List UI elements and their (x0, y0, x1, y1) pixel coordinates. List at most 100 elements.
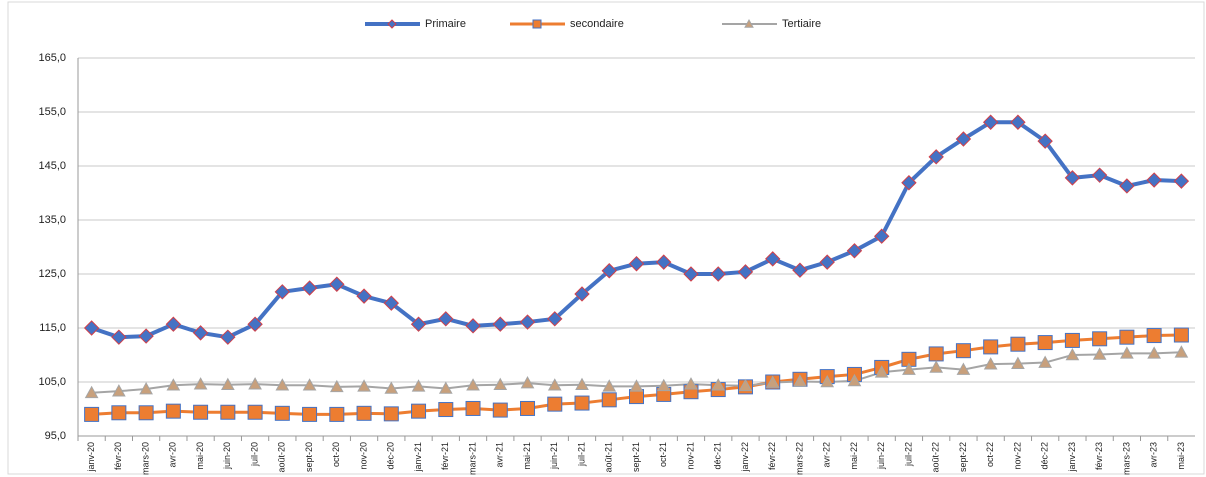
data-point (629, 379, 644, 392)
data-point (166, 378, 181, 391)
y-tick-label: 165,0 (38, 52, 66, 64)
data-point (574, 395, 590, 411)
data-point (438, 381, 453, 394)
data-point (1120, 346, 1134, 359)
x-tick-label: févr-23 (1094, 442, 1104, 470)
x-tick-label: oct-20 (331, 442, 341, 467)
data-point (683, 266, 699, 282)
data-point (628, 256, 645, 272)
x-tick-label: mars-23 (1121, 442, 1131, 475)
data-point (302, 406, 318, 422)
data-point (601, 263, 617, 279)
data-point (492, 316, 508, 332)
x-tick-label: févr-20 (113, 442, 123, 470)
data-point (765, 375, 780, 388)
x-tick-label: sept-22 (958, 442, 968, 472)
x-tick-label: janv-22 (740, 442, 750, 473)
data-point (1010, 114, 1026, 130)
data-point (1037, 335, 1053, 351)
data-point (356, 405, 372, 421)
data-point (274, 405, 290, 421)
x-tick-label: oct-21 (658, 442, 668, 467)
data-point (574, 286, 590, 302)
data-point (520, 376, 535, 389)
y-tick-label: 115,0 (39, 322, 66, 334)
data-point (1064, 170, 1081, 186)
data-point (519, 314, 536, 330)
legend-marker (532, 19, 542, 29)
x-tick-label: oct-22 (985, 442, 995, 467)
x-tick-label: avr-20 (168, 442, 178, 468)
legend-label: secondaire (570, 18, 624, 30)
data-point (193, 377, 208, 390)
x-tick-label: mars-20 (140, 442, 150, 475)
data-point (1064, 332, 1080, 348)
data-point (956, 362, 971, 375)
x-tick-label: janv-20 (86, 442, 96, 473)
series-line (90, 120, 1182, 340)
data-point (793, 374, 807, 387)
data-point (1092, 331, 1108, 347)
data-point (438, 402, 454, 418)
data-point (301, 280, 318, 296)
data-point (684, 377, 698, 390)
data-point (738, 378, 753, 392)
data-point (737, 264, 754, 280)
legend-label: Tertiaire (782, 18, 821, 30)
data-point (1037, 133, 1053, 149)
data-point (112, 384, 126, 397)
x-tick-label: juil-22 (903, 442, 913, 467)
data-point (1146, 172, 1162, 188)
data-point (248, 377, 262, 390)
data-point (466, 378, 480, 391)
x-tick-label: mai-21 (522, 442, 532, 470)
data-point (247, 404, 263, 420)
data-point (983, 339, 999, 355)
data-point (874, 365, 889, 378)
data-point (955, 343, 971, 359)
data-point (928, 346, 944, 362)
x-tick-label: févr-21 (440, 442, 450, 470)
data-point (220, 329, 236, 345)
data-point (83, 320, 100, 336)
data-point (1119, 329, 1135, 345)
x-tick-label: juin-20 (222, 442, 232, 470)
data-point (1119, 178, 1135, 194)
data-point (247, 316, 263, 332)
y-tick-label: 135,0 (38, 214, 66, 226)
data-point (1011, 356, 1025, 369)
data-point (792, 262, 808, 278)
data-point (492, 402, 508, 418)
data-point (846, 243, 863, 259)
data-point (928, 149, 944, 165)
data-point (955, 131, 972, 147)
data-point (847, 373, 862, 387)
x-tick-label: mai-23 (1176, 442, 1186, 470)
data-point (873, 228, 890, 244)
data-point (929, 360, 944, 373)
data-point (411, 379, 426, 392)
data-point (656, 378, 671, 392)
data-point (84, 385, 99, 399)
x-tick-label: janv-23 (1067, 442, 1077, 473)
x-tick-label: avr-22 (822, 442, 832, 468)
data-point (84, 406, 100, 422)
x-tick-label: sept-21 (631, 442, 641, 472)
y-tick-label: 105,0 (38, 376, 66, 388)
data-point (275, 378, 290, 391)
x-tick-label: avr-21 (495, 442, 505, 468)
x-tick-label: juil-21 (576, 442, 586, 467)
data-point (410, 316, 427, 332)
data-point (193, 404, 209, 420)
y-tick-label: 125,0 (38, 268, 66, 280)
legend-marker (744, 18, 754, 28)
data-point (547, 396, 563, 412)
data-point (411, 403, 427, 419)
y-tick-label: 95,0 (45, 430, 66, 442)
data-point (356, 288, 372, 304)
data-point (629, 389, 644, 405)
data-point (1146, 328, 1162, 344)
data-point (819, 254, 835, 270)
x-tick-label: juin-21 (549, 442, 559, 470)
